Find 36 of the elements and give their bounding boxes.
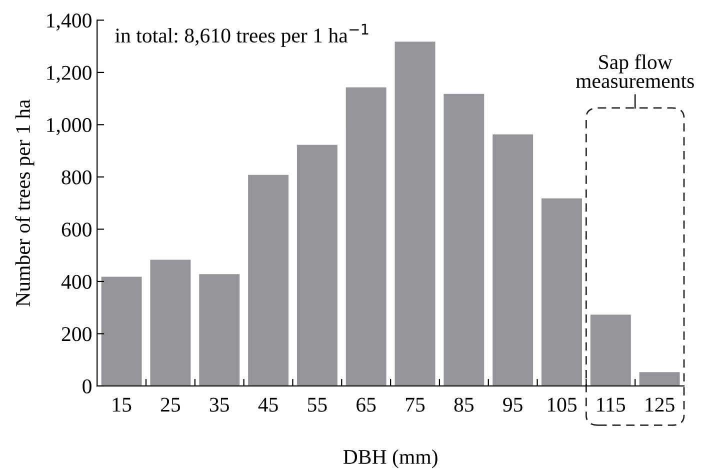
bar xyxy=(246,174,290,386)
x-tick-label: 105 xyxy=(548,398,577,412)
y-tick-label: 1,000 xyxy=(47,118,92,136)
bar xyxy=(149,258,192,386)
x-tick-label: 125 xyxy=(646,398,674,412)
bar xyxy=(491,133,534,386)
bar xyxy=(344,86,388,386)
bar xyxy=(442,92,486,386)
x-tick-label: 15 xyxy=(112,398,132,412)
x-tick-label: 65 xyxy=(356,398,376,412)
y-tick-label: 400 xyxy=(61,274,92,289)
annotation: in total: 8,610 trees per 1 ha$^{−1}$ xyxy=(115,24,368,47)
y-tick-label: 1,200 xyxy=(47,66,92,83)
y-tick-label: 0 xyxy=(82,379,92,394)
bar xyxy=(198,273,241,386)
x-tick-label: 75 xyxy=(406,398,425,412)
x-tick-label: 85 xyxy=(454,398,474,412)
x-tick-label: 45 xyxy=(258,398,278,412)
bar xyxy=(100,276,143,386)
y-tick-label: 800 xyxy=(62,170,92,184)
y-tick-label: 600 xyxy=(62,222,92,237)
bar xyxy=(589,314,632,386)
x-tick-label: 115 xyxy=(597,398,626,412)
y-axis-title: Number of trees per 1 ha xyxy=(15,100,34,306)
y-tick-label: 200 xyxy=(62,327,92,342)
bar xyxy=(394,40,436,386)
x-tick-label: 95 xyxy=(503,398,522,412)
y-tick-label: 1,400 xyxy=(47,14,92,31)
x-tick-label: 35 xyxy=(210,398,229,412)
x-axis-title: DBH (mm) xyxy=(343,449,438,468)
annotation: Sap flow measurements xyxy=(576,54,694,88)
bar xyxy=(638,371,681,386)
x-tick-label: 25 xyxy=(160,398,180,412)
bar xyxy=(296,144,339,386)
x-tick-label: 55 xyxy=(308,398,327,412)
bar xyxy=(540,197,584,386)
